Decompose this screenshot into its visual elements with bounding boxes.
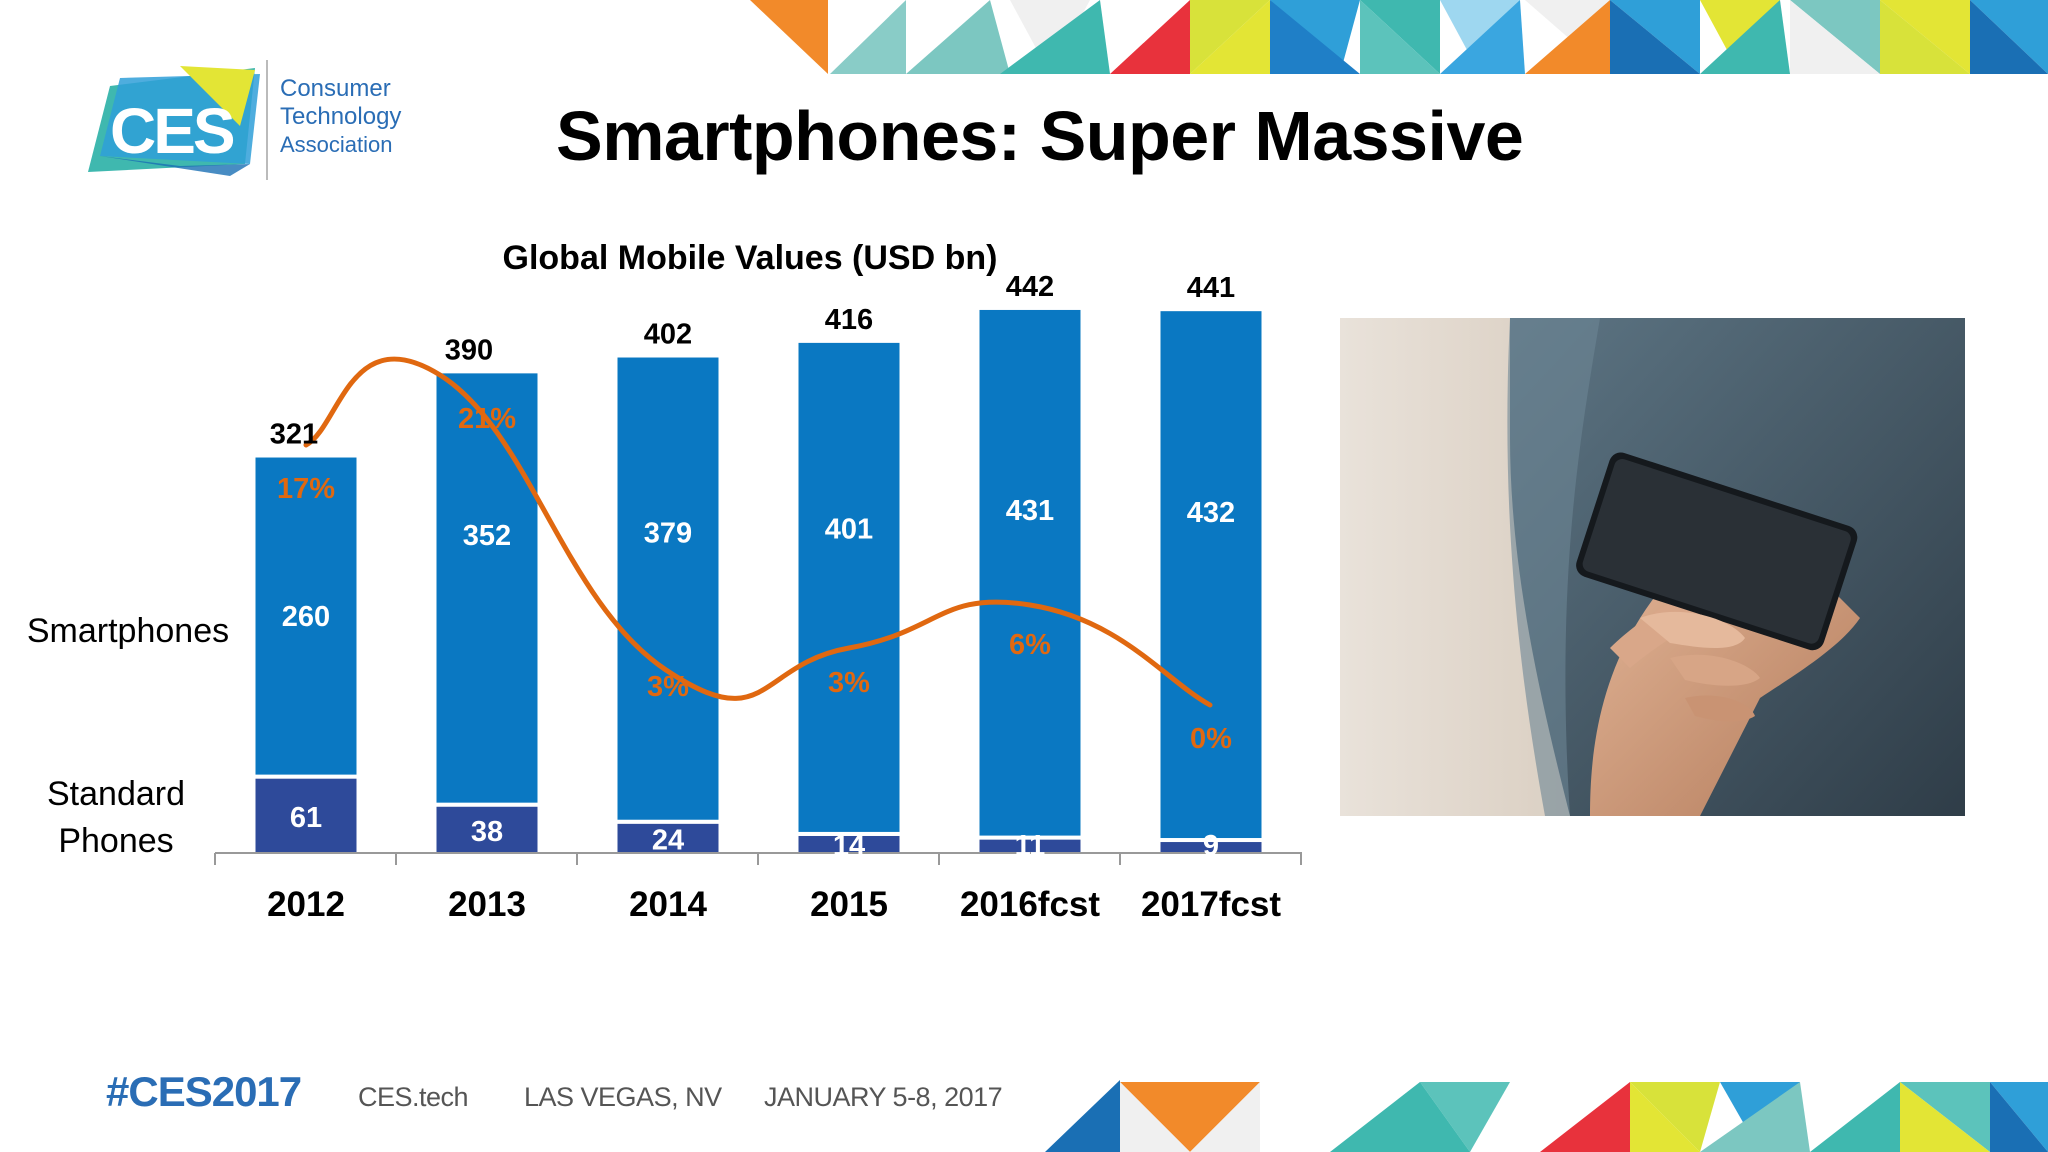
logo-line2: Technology xyxy=(280,103,401,130)
label-growth-2017fcst: 0% xyxy=(1190,723,1232,755)
footer-location: LAS VEGAS, NV xyxy=(524,1082,722,1112)
bars-layer xyxy=(255,309,1262,853)
label-smartphone-2013: 352 xyxy=(463,520,511,552)
label-growth-2016fcst: 6% xyxy=(1009,629,1051,661)
labels-layer: 61 260 321 17% 2012 38 352 390 21% 2013 24 379 402 3%… xyxy=(267,271,1281,924)
label-smartphone-2016fcst: 431 xyxy=(1006,495,1054,527)
label-standard-2015: 14 xyxy=(833,830,865,862)
label-growth-2014: 3% xyxy=(647,671,689,703)
tick-label-2012: 2012 xyxy=(267,885,345,924)
page-title: Smartphones: Super Massive xyxy=(556,97,1524,175)
bar-smartphone-2017fcst xyxy=(1160,311,1262,839)
stacked-bar-chart: Global Mobile Values (USD bn) 61 260 321 17… xyxy=(27,239,1302,924)
bar-standard-2012 xyxy=(255,778,357,853)
label-standard-2014: 24 xyxy=(652,824,684,856)
ces-logo: CES Consumer Technology Association xyxy=(88,60,401,180)
footer-site: CES.tech xyxy=(358,1082,469,1112)
footer-hashtag: #CES2017 xyxy=(106,1068,302,1115)
bar-standard-2015 xyxy=(798,835,900,853)
label-total-2015: 416 xyxy=(825,304,873,336)
x-axis xyxy=(214,852,1302,865)
series-labels: Smartphones Standard Phones xyxy=(27,612,229,860)
chart-title: Global Mobile Values (USD bn) xyxy=(503,239,998,277)
bar-separator-2012 xyxy=(255,774,357,779)
label-total-2012: 321 xyxy=(270,419,318,451)
tick-label-2017fcst: 2017fcst xyxy=(1141,885,1281,924)
label-standard-2017fcst: 9 xyxy=(1203,830,1219,862)
bar-separator-2016fcst xyxy=(979,835,1081,840)
label-growth-2012: 17% xyxy=(277,473,335,505)
label-total-2014: 402 xyxy=(644,319,692,351)
label-growth-2013: 21% xyxy=(458,403,516,435)
bar-separator-2015 xyxy=(798,831,900,836)
growth-line xyxy=(303,356,1213,708)
bar-standard-2016fcst xyxy=(979,839,1081,853)
label-smartphone-2014: 379 xyxy=(644,517,692,549)
label-standard-2012: 61 xyxy=(290,802,322,834)
bar-standard-2017fcst xyxy=(1160,842,1262,853)
label-smartphone-2012: 260 xyxy=(282,601,330,633)
bar-separator-2013 xyxy=(436,802,538,807)
photo-person-holding-smartphone xyxy=(1340,318,1965,816)
bar-smartphone-2013 xyxy=(436,373,538,803)
bar-smartphone-2015 xyxy=(798,342,900,832)
logo-line1: Consumer xyxy=(280,75,391,102)
series-label-standard-line2: Phones xyxy=(58,822,173,860)
bar-smartphone-2012 xyxy=(255,457,357,775)
logo-mark: CES xyxy=(110,95,234,167)
bar-smartphone-2014 xyxy=(617,357,719,820)
label-smartphone-2015: 401 xyxy=(825,513,873,545)
label-growth-2015: 3% xyxy=(828,667,870,699)
label-total-2016fcst: 442 xyxy=(1006,271,1054,303)
label-total-2013: 390 xyxy=(445,334,493,366)
series-label-standard-line1: Standard xyxy=(47,775,185,813)
tick-label-2014: 2014 xyxy=(629,885,707,924)
bar-standard-2013 xyxy=(436,806,538,853)
tick-label-2015: 2015 xyxy=(810,885,888,924)
label-smartphone-2017fcst: 432 xyxy=(1187,497,1235,529)
tick-label-2013: 2013 xyxy=(448,885,526,924)
series-label-smartphones: Smartphones xyxy=(27,612,229,650)
tick-label-2016fcst: 2016fcst xyxy=(960,885,1100,924)
bar-separator-2017fcst xyxy=(1160,838,1262,843)
label-total-2017fcst: 441 xyxy=(1187,272,1235,304)
logo-line3: Association xyxy=(280,132,393,157)
footer-dates: JANUARY 5-8, 2017 xyxy=(764,1082,1003,1112)
bar-standard-2014 xyxy=(617,823,719,853)
label-standard-2016fcst: 11 xyxy=(1015,830,1046,862)
bar-smartphone-2016fcst xyxy=(979,309,1081,836)
label-standard-2013: 38 xyxy=(471,816,503,848)
bar-separator-2014 xyxy=(617,819,719,824)
